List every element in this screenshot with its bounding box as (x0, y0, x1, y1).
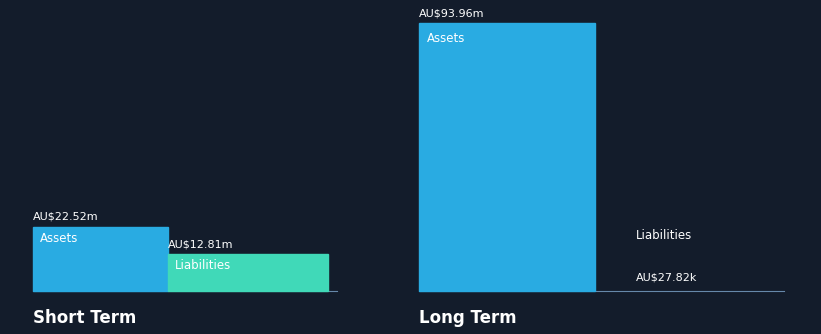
Bar (168, 254, 328, 291)
Text: Short Term: Short Term (33, 309, 136, 327)
Text: AU$12.81m: AU$12.81m (168, 239, 234, 249)
Text: Assets: Assets (427, 32, 466, 45)
Text: AU$22.52m: AU$22.52m (33, 211, 99, 221)
Text: AU$93.96m: AU$93.96m (419, 8, 484, 18)
Text: Long Term: Long Term (419, 309, 516, 327)
Text: Liabilities: Liabilities (636, 229, 693, 242)
Text: Liabilities: Liabilities (175, 259, 232, 272)
Bar (33, 226, 168, 291)
Text: Assets: Assets (39, 231, 78, 244)
Text: AU$27.82k: AU$27.82k (636, 272, 698, 282)
Bar (419, 23, 595, 291)
